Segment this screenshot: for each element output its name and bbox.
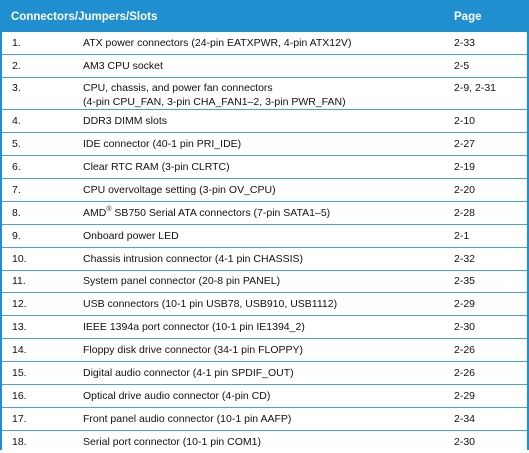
- header-page: Page: [454, 11, 482, 23]
- table-row: 3. CPU, chassis, and power fan connectors…: [2, 77, 527, 111]
- row-number: 16.: [2, 384, 83, 408]
- table-row: 12. USB connectors (10-1 pin USB78, USB91…: [2, 292, 527, 317]
- description-text: Front panel audio connector (10-1 pin AA…: [83, 412, 292, 425]
- header-title: Connectors/Jumpers/Slots: [11, 11, 158, 23]
- row-number: 4.: [2, 109, 83, 134]
- row-number: 10.: [2, 247, 83, 271]
- table-row: 2. AM3 CPU socket 2-5: [2, 54, 527, 79]
- description-text: Onboard power LED: [83, 229, 179, 242]
- description-text: CPU, chassis, and power fan connectors: [83, 82, 273, 95]
- row-description: Front panel audio connector (10-1 pin AA…: [83, 407, 454, 431]
- row-number: 5.: [2, 132, 83, 157]
- row-page: 2-5: [454, 54, 527, 79]
- row-number: 8.: [2, 201, 83, 225]
- row-page: 2-26: [454, 361, 527, 385]
- description-text: Optical drive audio connector (4-pin CD): [83, 389, 271, 402]
- description-text: Digital audio connector (4-1 pin SPDIF_O…: [83, 367, 294, 380]
- row-number: 3.: [2, 77, 83, 111]
- row-description: CPU, chassis, and power fan connectors (4…: [83, 77, 454, 111]
- table-row: 18. Serial port connector (10-1 pin COM1)…: [2, 430, 527, 453]
- table-row: 17. Front panel audio connector (10-1 pin…: [2, 407, 527, 431]
- row-page: 2-19: [454, 155, 527, 179]
- table-row: 5. IDE connector (40-1 pin PRI_IDE) 2-27: [2, 132, 527, 157]
- row-page: 2-29: [454, 384, 527, 408]
- row-description: ATX power connectors (24-pin EATXPWR, 4-…: [83, 32, 454, 56]
- description-detail: (4-pin CPU_FAN, 3-pin CHA_FAN1–2, 3-pin …: [83, 96, 346, 109]
- row-page: 2-30: [454, 435, 476, 448]
- table-row: 4. DDR3 DIMM slots 2-10: [2, 109, 527, 134]
- row-number: 11.: [2, 270, 83, 294]
- row-description: Optical drive audio connector (4-pin CD): [83, 384, 454, 408]
- table-row: 10. Chassis intrusion connector (4-1 pin …: [2, 247, 527, 271]
- description-text: Floppy disk drive connector (34-1 pin FL…: [83, 344, 304, 357]
- row-description: Digital audio connector (4-1 pin SPDIF_O…: [83, 361, 454, 385]
- row-description: IDE connector (40-1 pin PRI_IDE): [83, 132, 454, 157]
- description-text: DDR3 DIMM slots: [83, 115, 168, 128]
- row-page: 2-33: [454, 32, 527, 56]
- description-text: ATX power connectors (24-pin EATXPWR, 4-…: [83, 37, 352, 50]
- row-number: 14.: [2, 338, 83, 363]
- row-page: 2-28: [454, 201, 527, 225]
- row-page: 2-9, 2-31: [454, 77, 527, 111]
- table-row: 13. IEEE 1394a port connector (10-1 pin I…: [2, 315, 527, 340]
- row-number: 17.: [2, 407, 83, 431]
- row-page: 2-34: [454, 407, 527, 431]
- row-description: AM3 CPU socket: [83, 54, 454, 79]
- row-description: USB connectors (10-1 pin USB78, USB910, …: [83, 292, 454, 317]
- table-body: 1. ATX power connectors (24-pin EATXPWR, …: [2, 32, 527, 453]
- table-row: 11. System panel connector (20-8 pin PANE…: [2, 270, 527, 294]
- row-page: 2-30: [454, 315, 527, 340]
- row-description: AMD® SB750 Serial ATA connectors (7-pin …: [83, 201, 454, 225]
- row-number: 1.: [2, 32, 83, 56]
- row-number: 6.: [2, 155, 83, 179]
- description-text: CPU overvoltage setting (3-pin OV_CPU): [83, 183, 276, 196]
- description-text: Chassis intrusion connector (4-1 pin CHA…: [83, 252, 304, 265]
- row-number: 13.: [2, 315, 83, 340]
- row-number: 2.: [2, 54, 83, 79]
- row-number: 7.: [2, 178, 83, 202]
- row-description: Serial port connector (10-1 pin COM1): [83, 430, 454, 453]
- table-row: 15. Digital audio connector (4-1 pin SPDI…: [2, 361, 527, 385]
- row-description: CPU overvoltage setting (3-pin OV_CPU): [83, 178, 454, 202]
- row-description: System panel connector (20-8 pin PANEL): [83, 270, 454, 294]
- table-row: 14. Floppy disk drive connector (34-1 pin…: [2, 338, 527, 363]
- table-row: 1. ATX power connectors (24-pin EATXPWR, …: [2, 32, 527, 56]
- description-text: AM3 CPU socket: [83, 60, 163, 73]
- row-description: Chassis intrusion connector (4-1 pin CHA…: [83, 247, 454, 271]
- row-page: 2-35: [454, 270, 527, 294]
- table-row: 16. Optical drive audio connector (4-pin …: [2, 384, 527, 408]
- table-row: 9. Onboard power LED 2-1: [2, 224, 527, 248]
- description-text: System panel connector (20-8 pin PANEL): [83, 275, 281, 288]
- row-number: 9.: [2, 224, 83, 248]
- registered-mark: ®: [106, 205, 112, 213]
- description-text: USB connectors (10-1 pin USB78, USB910, …: [83, 298, 338, 311]
- row-description: Onboard power LED: [83, 224, 454, 248]
- description-text: Clear RTC RAM (3-pin CLRTC): [83, 161, 230, 173]
- row-description: IEEE 1394a port connector (10-1 pin IE13…: [83, 315, 454, 340]
- row-description: Clear RTC RAM (3-pin CLRTC): [83, 155, 454, 179]
- row-description: DDR3 DIMM slots: [83, 109, 454, 134]
- row-page: 2-27: [454, 132, 527, 157]
- row-description: Floppy disk drive connector (34-1 pin FL…: [83, 338, 454, 363]
- table-row: 6. Clear RTC RAM (3-pin CLRTC) 2-19: [2, 155, 527, 179]
- description-text: IEEE 1394a port connector (10-1 pin IE13…: [83, 321, 305, 334]
- description-text: IDE connector (40-1 pin PRI_IDE): [83, 138, 242, 151]
- description-text: Serial port connector (10-1 pin COM1): [83, 435, 261, 448]
- description-text: SB750 Serial ATA connectors (7-pin SATA1…: [111, 206, 331, 219]
- row-page: 2-26: [454, 338, 527, 363]
- row-page: 2-29: [454, 292, 527, 317]
- row-number: 18.: [12, 435, 27, 448]
- table-header-row: Connectors/Jumpers/Slots Page: [2, 2, 527, 32]
- brand-name: AMD: [83, 206, 107, 219]
- row-page: 2-32: [454, 247, 527, 271]
- table-row: 8. AMD® SB750 Serial ATA connectors (7-pi…: [2, 201, 527, 225]
- row-page: 2-20: [454, 178, 527, 202]
- row-page: 2-10: [454, 109, 527, 134]
- table-row: 7. CPU overvoltage setting (3-pin OV_CPU)…: [2, 178, 527, 202]
- row-page: 2-1: [454, 224, 527, 248]
- row-number: 15.: [2, 361, 83, 385]
- row-number: 12.: [2, 292, 83, 317]
